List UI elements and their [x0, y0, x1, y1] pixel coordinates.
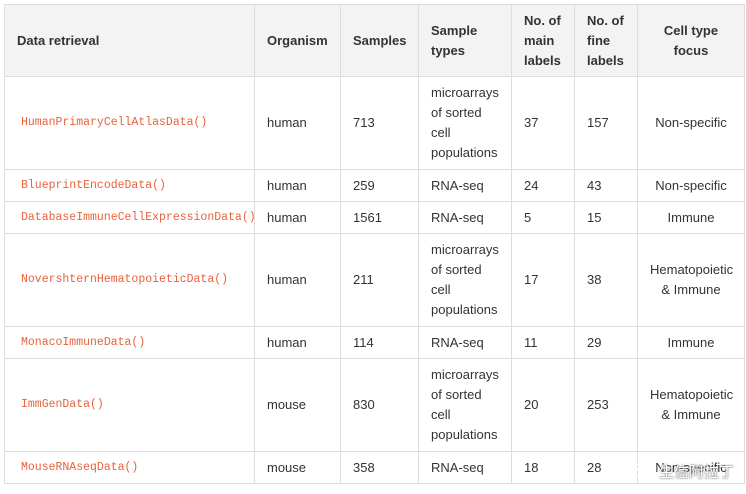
cell-type-focus-cell: Non-specific [637, 169, 745, 202]
header-samples: Samples [340, 4, 419, 77]
sample-types-cell: microarrays of sorted cell populations [418, 76, 512, 170]
samples-cell: 114 [340, 326, 419, 359]
fine-labels-cell: 43 [574, 169, 638, 202]
organism-cell: mouse [254, 358, 341, 452]
header-data-retrieval: Data retrieval [4, 4, 255, 77]
samples-cell: 259 [340, 169, 419, 202]
header-cell-type-focus: Cell type focus [637, 4, 745, 77]
sample-types-cell: RNA-seq [418, 451, 512, 484]
fine-labels-cell: 157 [574, 76, 638, 170]
sample-types-cell: microarrays of sorted cell populations [418, 233, 512, 327]
cell-type-focus-cell: Immune [637, 201, 745, 234]
header-main-labels: No. of main labels [511, 4, 575, 77]
main-labels-cell: 37 [511, 76, 575, 170]
data-retrieval-function: MonacoImmuneData() [4, 326, 255, 359]
main-labels-cell: 11 [511, 326, 575, 359]
main-labels-cell: 20 [511, 358, 575, 452]
cell-type-focus-cell: Non-specific [637, 76, 745, 170]
samples-cell: 358 [340, 451, 419, 484]
organism-cell: human [254, 76, 341, 170]
fine-labels-cell: 15 [574, 201, 638, 234]
reference-datasets-table: Data retrieval Organism Samples Sample t… [4, 4, 745, 484]
data-retrieval-function: HumanPrimaryCellAtlasData() [4, 76, 255, 170]
organism-cell: human [254, 169, 341, 202]
table-header-row: Data retrieval Organism Samples Sample t… [4, 4, 745, 77]
data-retrieval-function: DatabaseImmuneCellExpressionData() [4, 201, 256, 234]
data-retrieval-function: BlueprintEncodeData() [4, 169, 255, 202]
sample-types-cell: microarrays of sorted cell populations [418, 358, 512, 452]
sample-types-cell: RNA-seq [418, 201, 512, 234]
cell-type-focus-cell: Immune [637, 326, 745, 359]
table-row: BlueprintEncodeData() human 259 RNA-seq … [4, 169, 745, 202]
table-row: HumanPrimaryCellAtlasData() human 713 mi… [4, 76, 745, 170]
main-labels-cell: 18 [511, 451, 575, 484]
header-sample-types: Sample types [418, 4, 512, 77]
organism-cell: human [254, 326, 341, 359]
header-fine-labels: No. of fine labels [574, 4, 638, 77]
data-retrieval-function: NovershternHematopoieticData() [4, 233, 255, 327]
sample-types-cell: RNA-seq [418, 169, 512, 202]
main-labels-cell: 17 [511, 233, 575, 327]
organism-cell: human [254, 201, 341, 234]
table-row: NovershternHematopoieticData() human 211… [4, 233, 745, 327]
cell-type-focus-cell: Non-specific [637, 451, 745, 484]
table-row: DatabaseImmuneCellExpressionData() human… [4, 201, 745, 234]
fine-labels-cell: 253 [574, 358, 638, 452]
sample-types-cell: RNA-seq [418, 326, 512, 359]
samples-cell: 830 [340, 358, 419, 452]
header-organism: Organism [254, 4, 341, 77]
table-row: MonacoImmuneData() human 114 RNA-seq 11 … [4, 326, 745, 359]
fine-labels-cell: 29 [574, 326, 638, 359]
table-row: ImmGenData() mouse 830 microarrays of so… [4, 358, 745, 452]
cell-type-focus-cell: Hematopoietic & Immune [637, 233, 745, 327]
table-row: MouseRNAseqData() mouse 358 RNA-seq 18 2… [4, 451, 745, 484]
samples-cell: 1561 [340, 201, 419, 234]
fine-labels-cell: 28 [574, 451, 638, 484]
data-retrieval-function: ImmGenData() [4, 358, 255, 452]
samples-cell: 713 [340, 76, 419, 170]
organism-cell: mouse [254, 451, 341, 484]
main-labels-cell: 5 [511, 201, 575, 234]
fine-labels-cell: 38 [574, 233, 638, 327]
data-retrieval-function: MouseRNAseqData() [4, 451, 255, 484]
samples-cell: 211 [340, 233, 419, 327]
organism-cell: human [254, 233, 341, 327]
main-labels-cell: 24 [511, 169, 575, 202]
cell-type-focus-cell: Hematopoietic & Immune [637, 358, 745, 452]
